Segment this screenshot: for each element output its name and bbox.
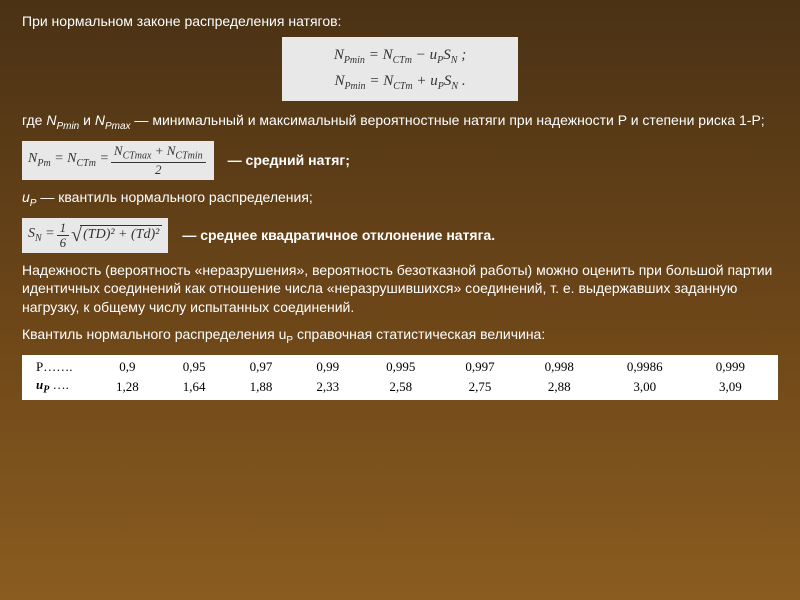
txt: Квантиль нормального распределения u (22, 326, 286, 342)
txt: — минимальный и максимальный вероятностн… (131, 112, 765, 128)
table-row: uP …. 1,28 1,64 1,88 2,33 2,58 2,75 2,88… (30, 376, 770, 397)
cell: 0,995 (361, 358, 440, 376)
quantile-table: P……. 0,9 0,95 0,97 0,99 0,995 0,997 0,99… (22, 355, 778, 400)
cell: 3,00 (599, 376, 691, 397)
up-line: uP — квантиль нормального распределения; (22, 188, 778, 210)
cell: 0,9 (94, 358, 161, 376)
sn-label: — среднее квадратичное отклонение натяга… (182, 226, 495, 245)
avg-formula: NPm = NCTm = NCTmax + NCTmin 2 (22, 141, 214, 180)
cell: 3,09 (691, 376, 770, 397)
row-label: P……. (30, 358, 94, 376)
cell: 0,9986 (599, 358, 691, 376)
cell: 0,998 (520, 358, 599, 376)
para-where: где NPmin и NPmax — минимальный и максим… (22, 111, 778, 133)
sn-formula: SN = 1 6 √ (TD)² + (Td)² (22, 218, 168, 252)
cell: 1,88 (228, 376, 295, 397)
txt: где (22, 112, 46, 128)
txt: — квантиль нормального распределения; (36, 189, 312, 205)
cell: 2,75 (440, 376, 519, 397)
cell: 0,999 (691, 358, 770, 376)
txt: и (79, 112, 95, 128)
cell: 2,88 (520, 376, 599, 397)
heading: При нормальном законе распределения натя… (22, 12, 778, 31)
cell: 2,58 (361, 376, 440, 397)
cell: 0,95 (161, 358, 228, 376)
avg-label: — средний натяг; (228, 151, 350, 170)
den: 6 (57, 236, 70, 250)
sub: Pmax (105, 121, 131, 132)
cell: 0,997 (440, 358, 519, 376)
cell: 1,64 (161, 376, 228, 397)
dots: …. (53, 377, 69, 392)
num: 1 (57, 221, 70, 236)
formula-line-2: NPmin = NCTm + uPSN . (290, 69, 510, 95)
para-reliability: Надежность (вероятность «неразрушения», … (22, 261, 778, 318)
sym: N (46, 112, 56, 128)
avg-row: NPm = NCTm = NCTmax + NCTmin 2 — средний… (22, 141, 778, 180)
cell: 1,28 (94, 376, 161, 397)
txt: справочная статистическая величина: (293, 326, 545, 342)
den: 2 (152, 163, 165, 177)
formula-block-1: NPmin = NCTm − uPSN ; NPmin = NCTm + uPS… (282, 37, 518, 101)
formula-line-1: NPmin = NCTm − uPSN ; (290, 43, 510, 69)
para-quantile: Квантиль нормального распределения uP сп… (22, 325, 778, 347)
sym: N (95, 112, 105, 128)
sub: Pmin (56, 121, 79, 132)
cell: 2,33 (294, 376, 361, 397)
sym: u (22, 189, 30, 205)
sn-row: SN = 1 6 √ (TD)² + (Td)² — среднее квадр… (22, 218, 778, 252)
cell: 0,97 (228, 358, 295, 376)
cell: 0,99 (294, 358, 361, 376)
table-row: P……. 0,9 0,95 0,97 0,99 0,995 0,997 0,99… (30, 358, 770, 376)
